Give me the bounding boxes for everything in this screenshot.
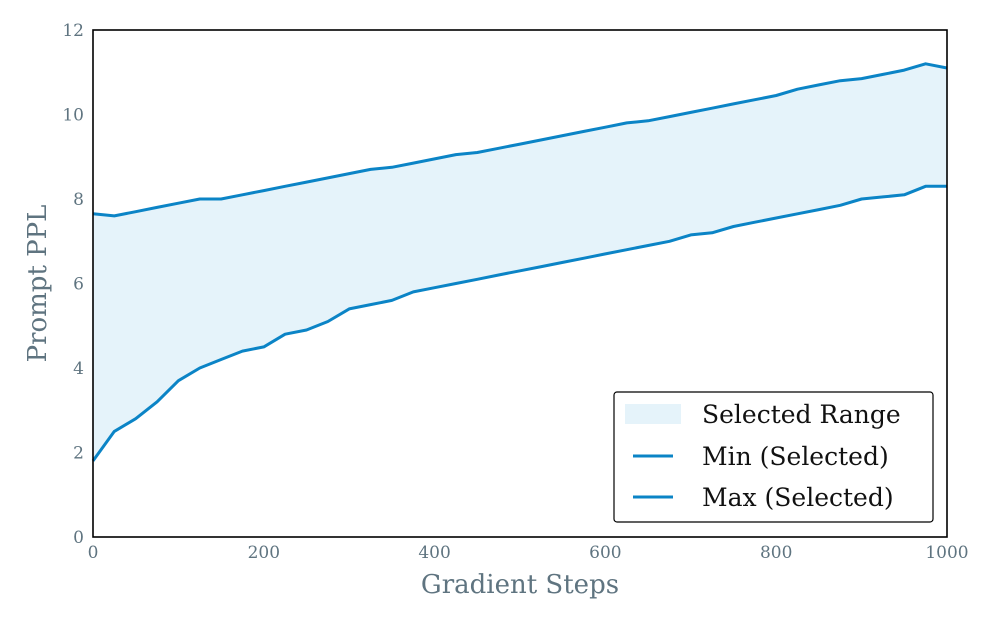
y-tick-label: 2: [73, 444, 84, 464]
y-tick-label: 12: [62, 21, 84, 41]
y-tick-label: 4: [73, 359, 84, 379]
y-axis-title: Prompt PPL: [23, 205, 53, 363]
series-lines: [91, 62, 948, 462]
y-tick-label: 10: [62, 106, 84, 126]
y-tick-label: 0: [73, 528, 84, 548]
series-line-min: [91, 184, 947, 462]
x-tick-label: 800: [760, 543, 792, 563]
series-line-max: [92, 62, 948, 218]
selected-range-area: [93, 63, 947, 461]
legend-swatch-selected-range: [625, 404, 681, 424]
x-tick-label: 400: [418, 543, 450, 563]
range-fill: [93, 63, 947, 461]
x-tick-label: 200: [248, 543, 280, 563]
legend-label-min: Min (Selected): [702, 442, 889, 471]
legend: Selected Range Min (Selected) Max (Selec…: [613, 391, 934, 523]
x-axis-title: Gradient Steps: [421, 570, 619, 600]
x-tick-label: 600: [589, 543, 621, 563]
y-axis-ticks: 0 2 4 6 8 10 12: [62, 21, 84, 548]
y-tick-label: 8: [73, 190, 84, 210]
plot-frame: [92, 29, 948, 538]
x-tick-label: 0: [88, 543, 99, 563]
legend-label-selected-range: Selected Range: [702, 400, 901, 429]
x-tick-label: 1000: [925, 543, 968, 563]
x-axis-ticks: 0 200 400 600 800 1000: [88, 543, 969, 563]
legend-label-max: Max (Selected): [702, 483, 894, 512]
y-tick-label: 6: [73, 275, 84, 295]
legend-box: [613, 391, 934, 523]
